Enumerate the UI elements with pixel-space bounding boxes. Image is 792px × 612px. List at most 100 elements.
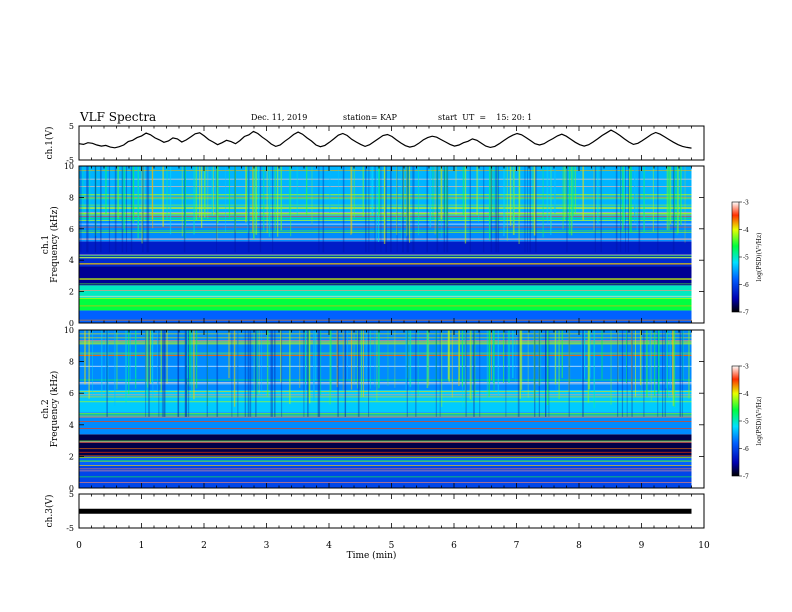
x-tick-label: 7 — [514, 541, 520, 551]
sferic-streak — [469, 330, 471, 400]
quiet-streak — [86, 166, 88, 253]
narrowband-line — [79, 421, 692, 422]
y-tick-label: -5 — [66, 524, 74, 533]
colorbar-tick-label: -4 — [743, 227, 749, 234]
sferic-streak — [455, 166, 457, 215]
axes — [78, 125, 705, 529]
sferic-streak — [234, 166, 236, 230]
quiet-streak — [368, 330, 370, 417]
narrowband-line — [79, 481, 692, 483]
sferic-streak — [195, 166, 198, 221]
sferic-streak — [160, 330, 162, 393]
quiet-streak — [184, 330, 186, 417]
narrowband-line — [79, 470, 692, 472]
sferic-streak — [200, 166, 203, 228]
sferic-streak — [258, 330, 260, 394]
sferic-streak — [446, 166, 448, 227]
narrowband-line — [79, 476, 692, 478]
quiet-streak — [524, 166, 526, 253]
sferic-streak — [565, 166, 567, 218]
quiet-streak — [626, 330, 628, 417]
quiet-streak — [161, 330, 163, 417]
quiet-streak — [259, 166, 262, 253]
sferic-streak — [435, 330, 437, 381]
quiet-streak — [385, 166, 387, 253]
sferic-streak — [665, 330, 667, 389]
sferic-streak — [493, 330, 495, 391]
quiet-streak — [465, 330, 467, 417]
sferic-streak — [117, 166, 119, 219]
sferic-streak — [350, 166, 352, 235]
sferic-streak — [636, 166, 638, 231]
sferic-streak — [631, 330, 633, 391]
sferic-streak — [582, 166, 585, 221]
quiet-streak — [621, 330, 624, 417]
narrowband-line — [79, 413, 692, 415]
sferic-streak — [376, 330, 378, 402]
sferic-streak — [532, 166, 534, 232]
sferic-streak — [518, 166, 521, 216]
sferic-streak — [658, 330, 660, 395]
narrowband-line — [79, 394, 692, 396]
sferic-streak — [137, 166, 140, 239]
quiet-streak — [86, 166, 88, 253]
sferic-streak — [184, 166, 186, 227]
sferic-streak — [191, 330, 193, 397]
sferic-streak — [417, 166, 419, 236]
ch1-colorbar — [731, 201, 740, 313]
sferic-streak — [451, 330, 453, 398]
sferic-streak — [620, 166, 621, 226]
sferic-streak — [458, 330, 460, 381]
sferic-streak — [464, 166, 467, 244]
quiet-streak — [177, 330, 179, 417]
sferic-streak — [434, 166, 436, 235]
sferic-streak — [290, 166, 292, 237]
sferic-streak — [256, 330, 258, 395]
sferic-streak — [396, 166, 398, 235]
quiet-streak — [490, 166, 493, 253]
sferic-streak — [587, 330, 590, 403]
sferic-streak — [646, 330, 648, 397]
spectral-band — [79, 310, 692, 323]
sferic-streak — [490, 166, 493, 217]
sferic-streak — [145, 330, 147, 382]
quiet-streak — [620, 166, 622, 253]
narrowband-line — [79, 342, 692, 344]
sferic-streak — [634, 166, 636, 216]
sferic-streak — [181, 166, 183, 237]
quiet-streak — [185, 330, 188, 417]
sferic-streak — [409, 166, 411, 243]
sferic-streak — [512, 330, 514, 379]
narrowband-line — [79, 263, 692, 265]
sferic-streak — [394, 330, 396, 388]
sferic-streak — [561, 330, 563, 379]
sferic-streak — [673, 330, 676, 407]
y-tick-label: 10 — [64, 162, 74, 171]
quiet-streak — [406, 330, 408, 417]
quiet-streak — [178, 330, 180, 417]
sferic-streak — [520, 330, 523, 390]
sferic-streak — [527, 330, 529, 398]
sferic-streak — [488, 330, 490, 397]
sferic-streak — [569, 330, 571, 384]
sferic-streak — [688, 330, 690, 399]
quiet-streak — [402, 166, 404, 253]
sferic-streak — [540, 330, 542, 386]
quiet-streak — [146, 166, 148, 253]
sferic-streak — [252, 166, 254, 234]
quiet-streak — [380, 166, 382, 253]
sferic-streak — [470, 330, 472, 401]
sferic-streak — [207, 166, 209, 219]
narrowband-line — [79, 460, 692, 462]
quiet-streak — [247, 166, 250, 253]
quiet-streak — [272, 166, 274, 253]
sferic-streak — [245, 166, 247, 223]
quiet-streak — [130, 166, 133, 253]
spectral-band — [79, 257, 692, 267]
quiet-streak — [337, 330, 339, 417]
quiet-streak — [390, 166, 392, 253]
quiet-streak — [436, 166, 439, 253]
quiet-streak — [374, 166, 376, 253]
sferic-streak — [338, 166, 339, 214]
